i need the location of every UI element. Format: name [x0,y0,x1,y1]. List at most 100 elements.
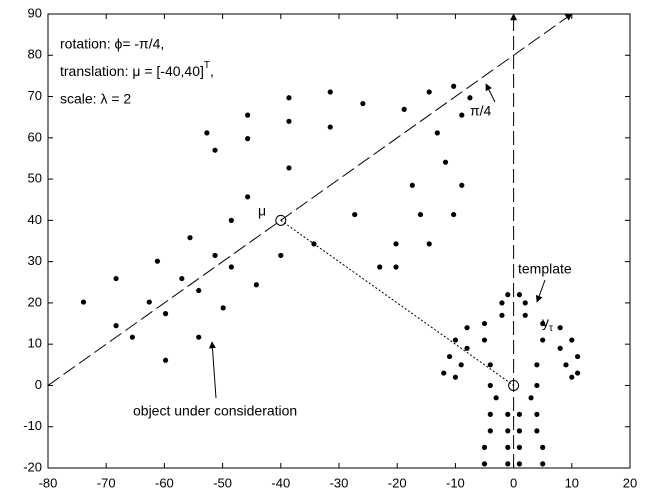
point [442,159,449,165]
guide-line [47,13,573,386]
point [534,428,540,434]
point [187,235,193,241]
point [417,211,424,218]
arrow [485,83,496,103]
point [451,211,457,218]
point [327,124,333,130]
y-tick-label: 80 [28,47,42,62]
point [196,287,202,294]
point [459,182,465,188]
point [505,444,511,450]
point [540,461,546,467]
point [286,165,292,171]
point [459,112,465,118]
point [228,217,234,223]
point [452,337,458,343]
annotation: π/4 [470,103,492,119]
point [464,345,470,351]
point [563,362,569,368]
x-tick-label: 10 [565,475,579,490]
point [487,411,493,417]
point [204,130,210,136]
x-tick-label: -80 [39,475,58,490]
point [129,334,135,340]
point [311,241,317,247]
point [522,300,528,306]
point [505,411,511,417]
point [446,353,453,360]
annotation: object under consideration [133,403,297,419]
point [179,275,185,282]
annotation: translation: μ = [-40,40]T, [60,60,214,79]
annotation: T [204,60,210,71]
point [146,299,152,305]
point [113,323,119,329]
point [516,444,523,450]
point [499,300,505,306]
point [441,370,447,376]
annotation: τ [549,323,553,334]
x-tick-label: -50 [213,475,232,490]
y-tick-label: 10 [28,336,42,351]
y-tick-label: 60 [28,129,42,144]
center-marker [508,379,520,391]
annotation: μ [258,203,266,219]
point [458,362,464,368]
point [245,136,251,142]
point [154,258,161,264]
point [212,252,218,259]
y-tick-label: -20 [23,459,42,474]
point [575,370,581,376]
annotation: y [542,314,549,330]
point [426,241,432,247]
point [569,374,575,380]
y-tick-label: 50 [28,171,42,186]
point [540,320,546,327]
x-tick-label: 0 [510,475,517,490]
point [575,353,581,360]
y-tick-label: -10 [23,418,42,433]
point [286,118,292,124]
point [393,241,399,247]
annotation: translation: μ = [-40,40] [60,63,204,79]
point [481,320,488,327]
point [426,89,432,95]
point [434,130,440,136]
point [493,395,499,401]
point [528,395,534,401]
point [516,411,523,417]
point [516,428,523,434]
arrow [535,279,546,303]
point [360,100,366,107]
point [401,106,407,112]
x-tick-label: -70 [97,475,116,490]
point [487,428,493,434]
plot-frame [47,13,631,469]
point [220,305,226,311]
arrow [208,341,217,399]
point [481,337,488,343]
y-tick-label: 90 [28,5,42,20]
y-tick-label: 30 [28,253,42,268]
point [113,275,119,282]
point [557,325,563,331]
x-tick-label: 20 [623,475,637,490]
point [540,337,546,343]
point [286,95,292,101]
y-tick-label: 40 [28,212,42,227]
point [534,411,540,417]
point [534,362,540,368]
point [377,264,383,270]
point [228,264,234,270]
point [505,428,511,434]
point [534,382,540,389]
point [481,444,488,450]
x-tick-label: -30 [330,475,349,490]
point [162,357,169,363]
point [481,461,488,467]
guide-line [280,219,514,386]
point [464,325,470,331]
point [505,292,511,298]
y-tick-label: 20 [28,294,42,309]
